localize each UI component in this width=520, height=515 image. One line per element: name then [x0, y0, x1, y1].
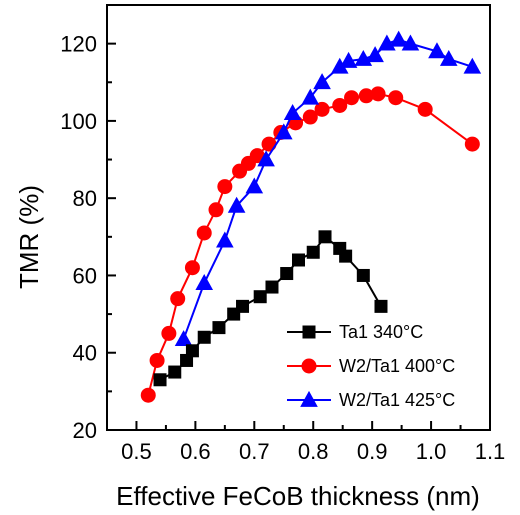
- plot-area: [140, 30, 482, 403]
- data-point: [185, 344, 199, 358]
- data-point: [227, 196, 246, 213]
- data-point: [318, 230, 332, 244]
- data-point: [196, 225, 212, 241]
- x-tick-label: 0.5: [121, 439, 152, 464]
- data-point: [236, 299, 250, 313]
- data-point: [330, 57, 349, 74]
- y-tick-label: 60: [73, 263, 97, 288]
- data-point: [301, 88, 320, 105]
- x-tick-label: 1.0: [416, 439, 447, 464]
- data-point: [153, 373, 167, 387]
- series-2: [174, 30, 482, 347]
- data-point: [417, 101, 433, 117]
- legend-marker: [301, 358, 317, 374]
- data-point: [313, 73, 331, 90]
- legend-item: W2/Ta1 425°C: [287, 390, 455, 410]
- y-axis-title: TMR (%): [14, 185, 44, 289]
- data-point: [339, 51, 358, 68]
- data-point: [170, 291, 186, 307]
- x-axis-title: Effective FeCoB thickness (nm): [116, 481, 480, 511]
- data-point: [332, 97, 348, 113]
- data-point: [356, 268, 370, 282]
- data-point: [366, 46, 384, 63]
- data-point: [283, 104, 302, 121]
- data-point: [439, 49, 458, 66]
- data-point: [253, 290, 267, 304]
- legend: Ta1 340°C W2/Ta1 400°C W2/Ta1 425°C: [287, 322, 455, 410]
- data-point: [265, 280, 279, 294]
- data-point: [358, 88, 374, 104]
- y-tick-label: 120: [60, 32, 97, 57]
- data-point: [216, 231, 234, 248]
- y-tick-label: 20: [73, 418, 97, 443]
- data-point: [161, 325, 177, 341]
- data-point: [249, 148, 265, 164]
- data-point: [184, 260, 200, 276]
- x-tick-label: 0.6: [180, 439, 211, 464]
- x-tick-label: 0.7: [239, 439, 270, 464]
- data-point: [261, 136, 277, 152]
- y-tick-label: 80: [73, 186, 97, 211]
- data-point: [212, 321, 226, 335]
- x-tick-label: 0.9: [357, 439, 388, 464]
- data-point: [388, 90, 404, 106]
- data-point: [149, 352, 165, 368]
- data-point: [245, 177, 264, 194]
- data-point: [370, 86, 386, 102]
- data-point: [292, 253, 305, 267]
- data-point: [401, 34, 420, 51]
- data-point: [374, 299, 388, 313]
- data-point: [195, 274, 214, 291]
- legend-marker: [302, 325, 316, 339]
- y-tick-label: 100: [60, 109, 97, 134]
- legend-label: Ta1 340°C: [339, 322, 423, 342]
- plot-frame: [106, 4, 491, 431]
- data-point: [464, 136, 480, 152]
- data-point: [217, 179, 233, 195]
- data-point: [389, 30, 408, 47]
- y-tick-label: 40: [73, 341, 97, 366]
- data-point: [280, 267, 294, 281]
- data-point: [174, 330, 193, 347]
- data-point: [428, 42, 446, 59]
- x-tick-label: 1.1: [475, 439, 506, 464]
- legend-marker: [300, 390, 318, 407]
- data-point: [274, 123, 293, 140]
- x-tick-label: 0.8: [298, 439, 329, 464]
- legend-label: W2/Ta1 400°C: [339, 356, 455, 376]
- data-point: [168, 365, 182, 379]
- series-1: [140, 86, 480, 403]
- axes: 0.5 0.6 0.7 0.8 0.9 1.0 1.1 20 40 60 80 100 120: [60, 4, 506, 464]
- data-point: [306, 245, 320, 259]
- data-point: [208, 202, 224, 218]
- legend-label: W2/Ta1 425°C: [339, 390, 455, 410]
- data-point: [344, 90, 360, 106]
- series-0: [153, 230, 388, 387]
- data-point: [197, 330, 211, 344]
- data-point: [140, 387, 156, 403]
- data-point: [257, 150, 275, 167]
- data-point: [302, 109, 318, 125]
- legend-item: W2/Ta1 400°C: [287, 356, 455, 376]
- data-point: [314, 101, 330, 117]
- legend-item: Ta1 340°C: [287, 322, 423, 342]
- data-point: [339, 249, 353, 263]
- data-point: [463, 57, 482, 74]
